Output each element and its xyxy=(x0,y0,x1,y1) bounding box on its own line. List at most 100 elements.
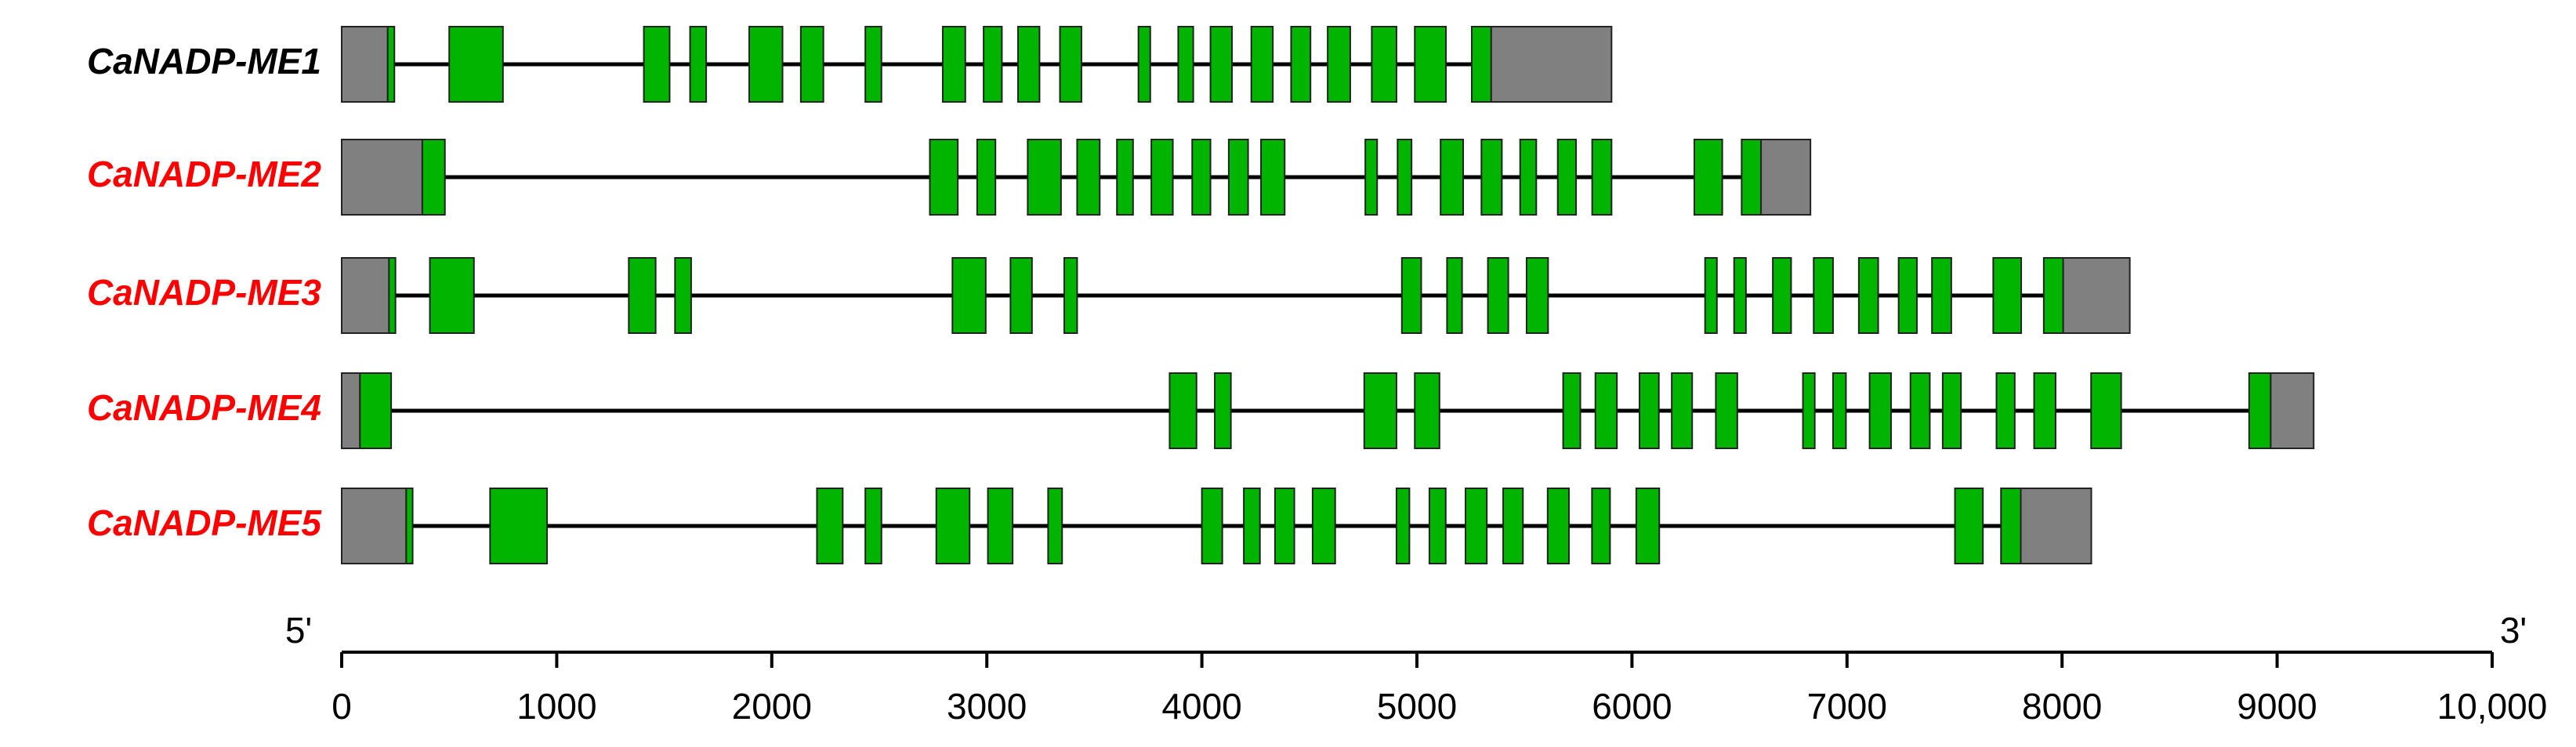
exon-box xyxy=(628,257,657,334)
exon-box xyxy=(1227,139,1249,216)
exon-box xyxy=(1519,139,1538,216)
exon-box xyxy=(1831,372,1847,449)
exon-box xyxy=(1693,139,1723,216)
exon-box xyxy=(1502,488,1524,564)
utr-box xyxy=(341,372,361,449)
utr-box xyxy=(341,139,423,216)
exon-box xyxy=(1440,139,1464,216)
utr-box xyxy=(1490,26,1613,103)
exon-box xyxy=(1635,488,1661,564)
exon-box xyxy=(1397,139,1413,216)
exon-box xyxy=(1671,372,1694,449)
exon-box xyxy=(1931,257,1952,334)
exon-box xyxy=(2000,488,2022,564)
gene-label: CaNADP-ME5 xyxy=(87,502,322,543)
exon-box xyxy=(929,139,959,216)
tick-label: 2000 xyxy=(732,686,812,727)
exon-box xyxy=(1546,488,1571,564)
tick-label: 6000 xyxy=(1592,686,1672,727)
exon-box xyxy=(1992,257,2023,334)
exon-box xyxy=(1525,257,1549,334)
exon-box xyxy=(1639,372,1660,449)
exon-box xyxy=(1260,139,1286,216)
exon-box xyxy=(976,139,997,216)
exon-box xyxy=(429,257,475,334)
exon-box xyxy=(1868,372,1893,449)
exon-box xyxy=(2248,372,2272,449)
exon-box xyxy=(1059,26,1082,103)
exon-box xyxy=(1027,139,1062,216)
utr-box xyxy=(1760,139,1812,216)
exon-box xyxy=(643,26,671,103)
exon-box xyxy=(359,372,393,449)
exon-box xyxy=(1772,257,1792,334)
exon-box xyxy=(1562,372,1581,449)
exon-box xyxy=(1813,257,1834,334)
exon-box xyxy=(386,26,396,103)
exon-box xyxy=(1395,488,1411,564)
utr-box xyxy=(341,488,408,564)
exon-box xyxy=(1201,488,1223,564)
exon-box xyxy=(1016,26,1041,103)
exon-box xyxy=(1371,26,1397,103)
tick-label: 7000 xyxy=(1807,686,1887,727)
exon-box xyxy=(1733,257,1747,334)
utr-box xyxy=(2062,257,2131,334)
gene-label: CaNADP-ME4 xyxy=(87,387,321,428)
start-label: 5' xyxy=(285,610,312,651)
gene-label: CaNADP-ME1 xyxy=(87,41,321,82)
exon-box xyxy=(951,257,987,334)
utr-box xyxy=(341,26,389,103)
tick-label: 4000 xyxy=(1161,686,1241,727)
exon-box xyxy=(816,488,844,564)
exon-box xyxy=(1150,139,1174,216)
exon-box xyxy=(1857,257,1879,334)
exon-box xyxy=(1290,26,1312,103)
exon-box xyxy=(1591,488,1611,564)
exon-box xyxy=(1214,372,1232,449)
gene-label: CaNADP-ME2 xyxy=(87,154,321,194)
utr-box xyxy=(2020,488,2092,564)
exon-box xyxy=(1063,257,1078,334)
exon-box xyxy=(1487,257,1509,334)
exon-box xyxy=(1274,488,1295,564)
exon-box xyxy=(1364,139,1379,216)
exon-box xyxy=(1480,139,1503,216)
exon-box xyxy=(448,26,504,103)
exon-box xyxy=(1428,488,1447,564)
exon-box xyxy=(983,26,1003,103)
exon-box xyxy=(1363,372,1397,449)
exon-box xyxy=(1909,372,1931,449)
exon-box xyxy=(1243,488,1261,564)
exon-box xyxy=(1400,257,1422,334)
exon-box xyxy=(1897,257,1918,334)
exon-box xyxy=(1802,372,1816,449)
tick-label: 10,000 xyxy=(2437,686,2548,727)
exon-box xyxy=(1954,488,1984,564)
exon-box xyxy=(1191,139,1212,216)
exon-box xyxy=(388,257,397,334)
tick-label: 9000 xyxy=(2237,686,2317,727)
exon-box xyxy=(1470,26,1492,103)
exon-box xyxy=(1556,139,1578,216)
tick-label: 8000 xyxy=(2022,686,2102,727)
exon-box xyxy=(1250,26,1274,103)
exon-box xyxy=(1168,372,1197,449)
exon-box xyxy=(799,26,824,103)
exon-box xyxy=(1446,257,1463,334)
exon-box xyxy=(935,488,971,564)
utr-box xyxy=(2270,372,2315,449)
exon-box xyxy=(748,26,784,103)
exon-box xyxy=(1704,257,1718,334)
end-label: 3' xyxy=(2500,610,2527,651)
exon-box xyxy=(1311,488,1336,564)
gene-label: CaNADP-ME3 xyxy=(87,272,321,313)
exon-box xyxy=(1137,26,1151,103)
exon-box xyxy=(1414,26,1447,103)
exon-box xyxy=(1715,372,1738,449)
exon-box xyxy=(1116,139,1134,216)
exon-box xyxy=(689,26,708,103)
exon-box xyxy=(421,139,446,216)
